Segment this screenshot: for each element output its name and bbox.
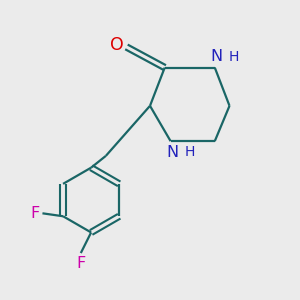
Text: N: N	[210, 49, 222, 64]
Text: H: H	[184, 145, 195, 159]
Text: H: H	[229, 50, 239, 64]
Text: F: F	[76, 256, 86, 271]
Text: F: F	[31, 206, 40, 221]
Text: N: N	[166, 145, 178, 160]
Text: O: O	[110, 37, 124, 55]
